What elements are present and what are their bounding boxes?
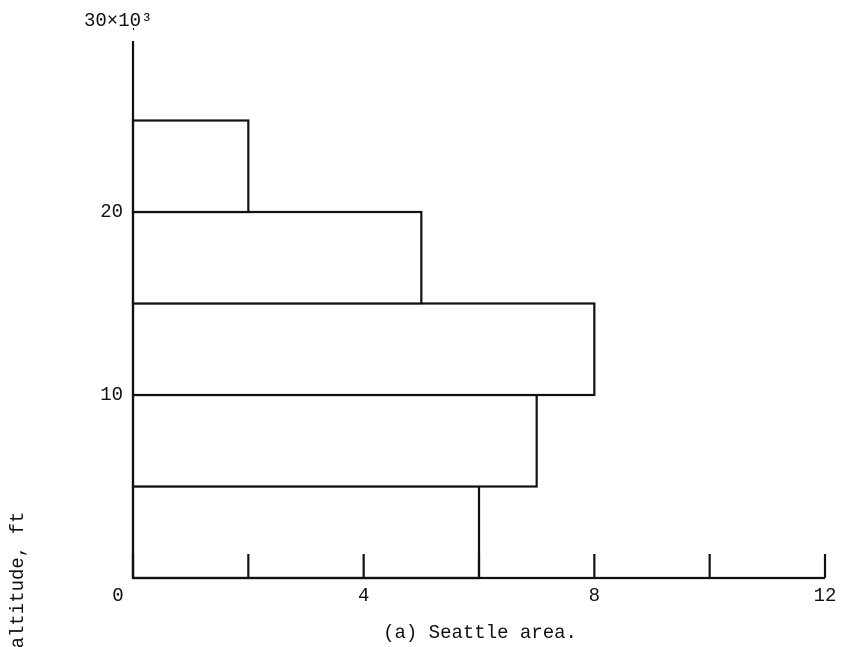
bar (131, 119, 250, 214)
x-tick-label: 4 (358, 585, 369, 607)
caption: (a) Seattle area. (383, 622, 577, 644)
y-tick-label: 10 (100, 384, 123, 406)
x-tick-label: 0 (112, 585, 123, 607)
x-tick-label: 12 (814, 585, 837, 607)
bar (131, 485, 481, 580)
bar (131, 210, 423, 305)
x-tick-label: 8 (589, 585, 600, 607)
bar (131, 302, 596, 397)
y-tick-label: 30×10³ (84, 10, 152, 32)
bar (131, 393, 538, 488)
y-tick-label: 20 (100, 201, 123, 223)
y-axis-label: altitude, ft (7, 512, 29, 647)
